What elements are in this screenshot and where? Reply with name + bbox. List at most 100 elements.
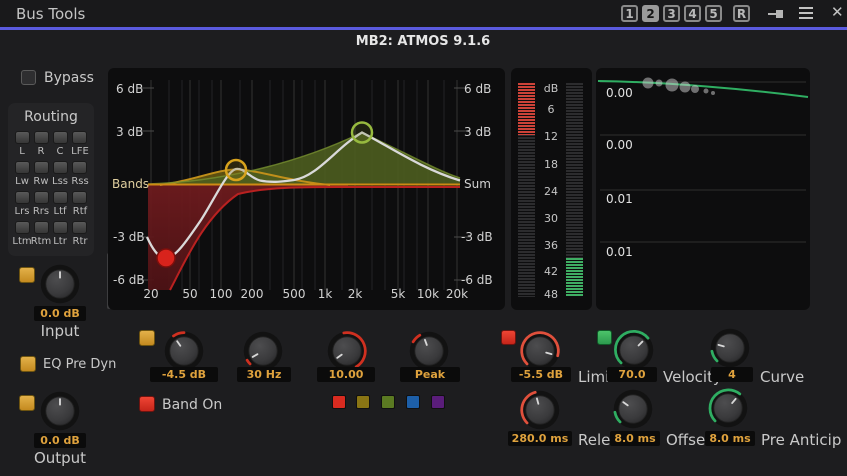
eq-left-axis-label: -6 dB	[113, 273, 145, 287]
routing-label: C	[56, 146, 64, 157]
page-button-2[interactable]: 2	[642, 5, 659, 22]
curve-value[interactable]: 4	[711, 367, 753, 382]
routing-button-rtr[interactable]	[72, 221, 87, 234]
eq-freq-label: 200	[240, 287, 264, 301]
offset-value[interactable]: 8.0 ms	[610, 431, 660, 446]
input-gain-value[interactable]: 0.0 dB	[34, 306, 86, 321]
output-gain-value[interactable]: 0.0 dB	[34, 433, 86, 448]
band-on-toggle[interactable]	[139, 396, 155, 412]
routing-label: Rtf	[72, 206, 88, 217]
offset-knob[interactable]	[611, 387, 655, 431]
input-label: Input	[40, 322, 80, 340]
velocity-enable-toggle[interactable]	[597, 330, 612, 345]
eq-freq-label: 500	[282, 287, 306, 301]
page-button-r[interactable]: R	[733, 5, 750, 22]
bypass-checkbox[interactable]	[21, 70, 36, 85]
meter-scale-label: dB	[543, 82, 559, 95]
band-enable-toggle[interactable]	[139, 330, 155, 346]
band-freq-knob[interactable]	[241, 329, 285, 373]
band-type-value[interactable]: Peak	[400, 367, 460, 382]
page-button-3[interactable]: 3	[663, 5, 680, 22]
page-button-1[interactable]: 1	[621, 5, 638, 22]
title-bar: Bus Tools 1 2 3 4 5 R ✕	[0, 0, 847, 27]
eq-freq-label: 20	[143, 287, 159, 301]
meter-scale-label: 24	[544, 185, 558, 198]
routing-label: Lrs	[14, 206, 30, 217]
limiter-enable-toggle[interactable]	[501, 330, 516, 345]
band-type-knob[interactable]	[407, 329, 451, 373]
eq-node-band-1[interactable]	[156, 248, 176, 268]
accent-divider	[0, 27, 847, 30]
band-select-2-yellow[interactable]	[356, 395, 370, 409]
band-select-1-red[interactable]	[332, 395, 346, 409]
limiter-transfer-curve	[597, 80, 809, 98]
routing-button-lw[interactable]	[15, 161, 30, 174]
band-select-5-purple[interactable]	[431, 395, 445, 409]
velocity-label: Velocity	[663, 368, 722, 386]
meter-scale-label: 48	[544, 288, 558, 301]
meter-scale-label: 18	[544, 158, 558, 171]
routing-button-rw[interactable]	[34, 161, 49, 174]
output-level-meter	[566, 83, 583, 297]
limiter-threshold-knob[interactable]	[518, 329, 562, 373]
page-button-5[interactable]: 5	[705, 5, 722, 22]
routing-label: Ltr	[53, 236, 67, 247]
pin-icon[interactable]	[768, 8, 784, 20]
page-button-4[interactable]: 4	[684, 5, 701, 22]
release-knob[interactable]	[518, 388, 562, 432]
band-q-knob[interactable]	[325, 329, 369, 373]
limiter-threshold-value[interactable]: -5.5 dB	[511, 367, 571, 382]
eq-right-axis-label: 6 dB	[464, 82, 492, 96]
curve-knob[interactable]	[708, 326, 752, 370]
eq-graph[interactable]	[108, 68, 505, 310]
window-title: Bus Tools	[16, 5, 86, 23]
routing-button-rtf[interactable]	[72, 191, 87, 204]
eq-right-axis-label: -6 dB	[461, 273, 493, 287]
routing-button-lfe[interactable]	[72, 131, 87, 144]
input-enable-toggle[interactable]	[19, 267, 35, 283]
eq-left-axis-label: -3 dB	[113, 230, 145, 244]
dyn-row-value: 0.00	[606, 86, 633, 100]
meter-scale-label: 12	[544, 130, 558, 143]
band-select-3-green[interactable]	[381, 395, 395, 409]
routing-button-ltf[interactable]	[53, 191, 68, 204]
eq-freq-label: 5k	[390, 287, 406, 301]
routing-label: Ltf	[53, 206, 67, 217]
routing-button-lrs[interactable]	[15, 191, 30, 204]
routing-button-lss[interactable]	[53, 161, 68, 174]
release-value[interactable]: 280.0 ms	[508, 431, 572, 446]
close-icon[interactable]: ✕	[831, 3, 844, 21]
routing-label: L	[19, 146, 25, 157]
routing-button-r[interactable]	[34, 131, 49, 144]
routing-button-ltm[interactable]	[15, 221, 30, 234]
routing-button-l[interactable]	[15, 131, 30, 144]
output-enable-toggle[interactable]	[19, 395, 35, 411]
band-gain-value[interactable]: -4.5 dB	[150, 367, 218, 382]
band-gain-knob[interactable]	[162, 329, 206, 373]
velocity-value[interactable]: 70.0	[607, 367, 657, 382]
eq-freq-label: 1k	[317, 287, 333, 301]
velocity-knob[interactable]	[612, 328, 656, 372]
preset-title: MB2: ATMOS 9.1.6	[355, 34, 491, 49]
menu-icon[interactable]	[799, 6, 813, 20]
eq-left-axis-label: 3 dB	[116, 125, 144, 139]
curve-label: Curve	[760, 368, 805, 386]
eq-pre-dyn-toggle[interactable]	[20, 356, 36, 372]
routing-button-rtm[interactable]	[34, 221, 49, 234]
dynamics-curve-display[interactable]	[596, 68, 810, 310]
input-knob[interactable]	[38, 262, 82, 306]
eq-node-band-3[interactable]	[350, 121, 374, 144]
pre-anticip-value[interactable]: 8.0 ms	[705, 431, 755, 446]
routing-button-rss[interactable]	[72, 161, 87, 174]
routing-button-rrs[interactable]	[34, 191, 49, 204]
routing-button-c[interactable]	[53, 131, 68, 144]
routing-button-ltr[interactable]	[53, 221, 68, 234]
band-select-4-blue[interactable]	[406, 395, 420, 409]
output-knob[interactable]	[38, 389, 82, 433]
pre-anticip-knob[interactable]	[706, 386, 750, 430]
eq-node-band-2[interactable]	[224, 158, 248, 182]
band-freq-value[interactable]: 30 Hz	[237, 367, 291, 382]
band-3-curve	[147, 131, 461, 185]
band-q-value[interactable]: 10.00	[317, 367, 375, 382]
